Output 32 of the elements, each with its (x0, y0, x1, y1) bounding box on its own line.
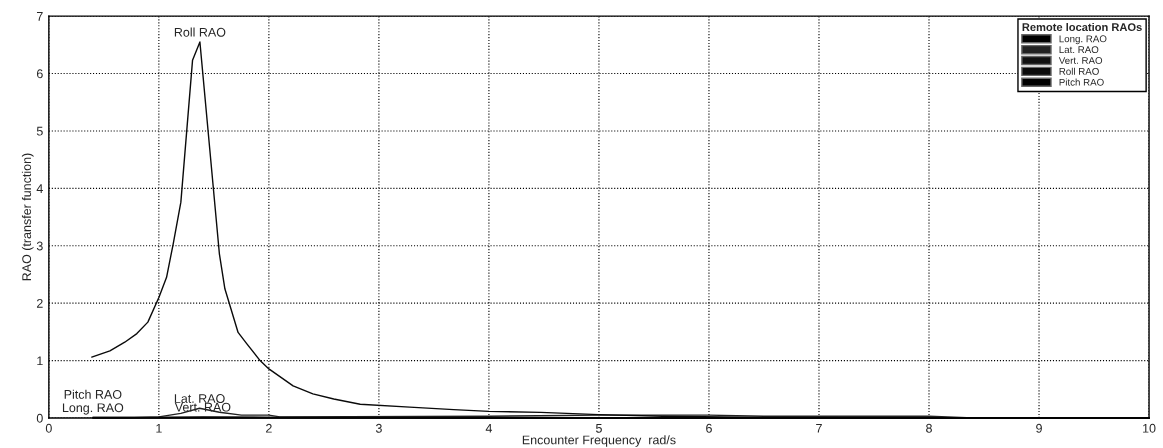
x-tick-label: 5 (595, 424, 602, 433)
annotation: Long. RAO (62, 403, 124, 415)
legend-label: Vert. RAO (1058, 57, 1103, 64)
x-tick-label: 3 (375, 423, 382, 433)
legend-label: Roll RAO (1059, 67, 1099, 75)
y-tick-label: 4 (36, 184, 43, 193)
annotation: Roll RAO (174, 27, 226, 37)
x-axis-title: Encounter Frequency rad/s (522, 435, 676, 447)
legend-label: Long. RAO (1059, 35, 1107, 45)
x-tick-label: 4 (485, 424, 493, 433)
annotation: Lat. RAO (174, 394, 225, 403)
y-tick-label: 1 (37, 356, 43, 366)
x-tick-label: 0 (45, 423, 52, 433)
annotation: Vert. RAO (174, 402, 231, 412)
x-tick-label: 2 (266, 423, 272, 433)
legend-label: Pitch RAO (1059, 78, 1104, 86)
legend-title: Remote location RAOs (1022, 22, 1142, 32)
x-tick-label: 10 (1143, 423, 1156, 433)
legend-label: Lat. RAO (1059, 46, 1099, 54)
y-tick-label: 7 (36, 12, 43, 21)
x-tick-label: 1 (156, 424, 162, 433)
x-tick-label: 9 (1036, 423, 1042, 433)
x-tick-label: 7 (816, 424, 822, 433)
y-tick-label: 5 (36, 126, 43, 136)
y-axis-title: RAO (transfer function) (21, 153, 34, 281)
y-tick-label: 2 (36, 298, 43, 308)
y-tick-label: 0 (36, 413, 43, 423)
x-tick-label: 6 (706, 423, 712, 433)
x-tick-label: 8 (926, 423, 932, 433)
annotation: Pitch RAO (64, 389, 122, 399)
y-tick-label: 6 (36, 69, 43, 79)
y-tick-label: 3 (36, 241, 43, 251)
